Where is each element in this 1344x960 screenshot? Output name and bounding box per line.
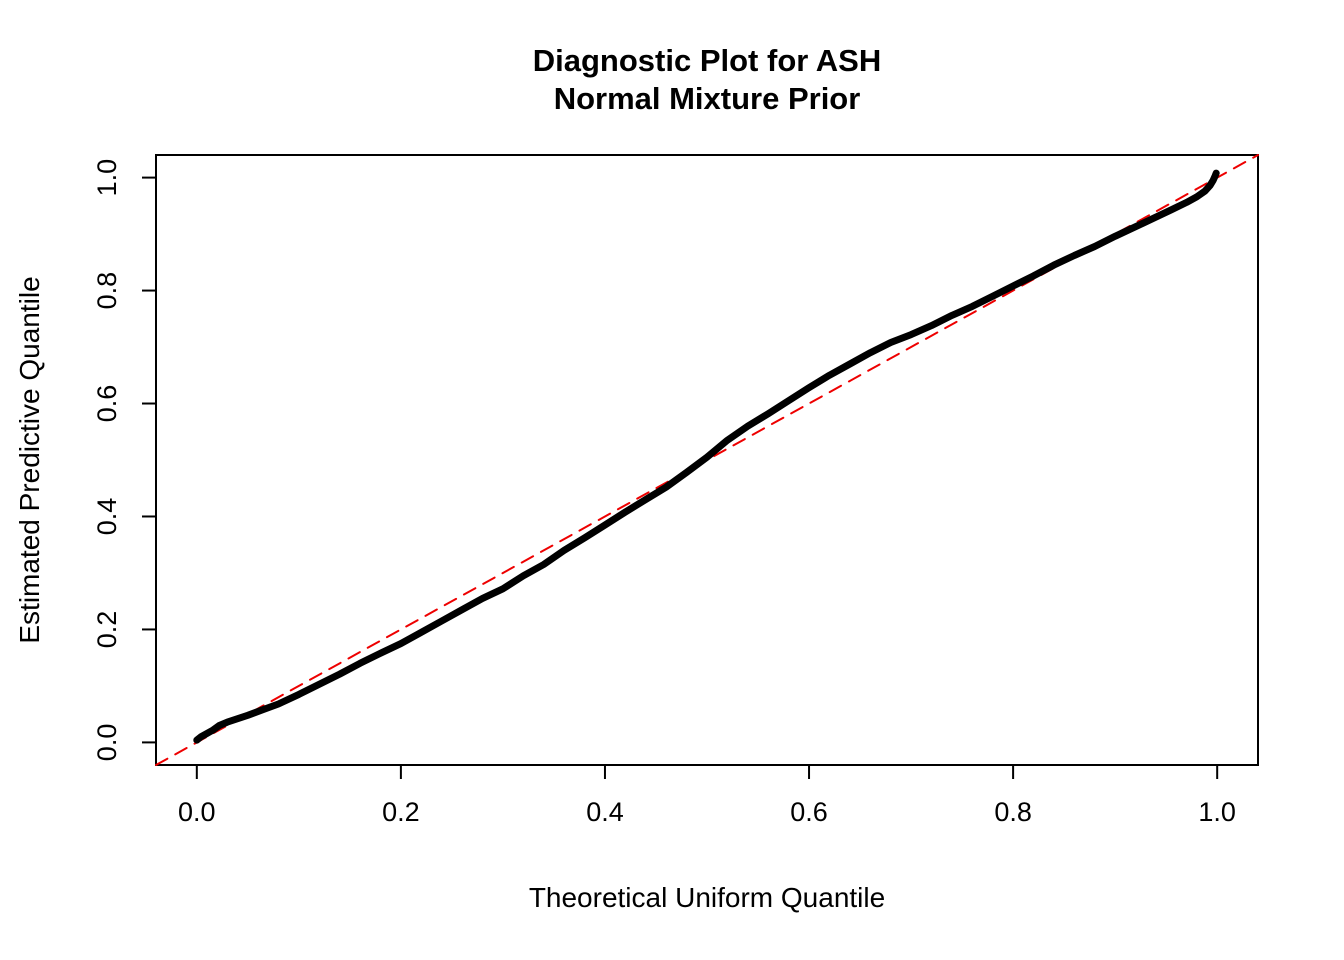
x-tick-label: 1.0 [1198, 797, 1236, 827]
x-tick-label: 0.2 [382, 797, 420, 827]
y-tick-label: 0.6 [92, 385, 122, 423]
y-tick-label: 0.2 [92, 611, 122, 649]
y-tick-label: 0.4 [92, 498, 122, 536]
y-tick-label: 1.0 [92, 159, 122, 197]
y-axis-title: Estimated Predictive Quantile [14, 276, 45, 644]
plot-border [155, 154, 1259, 766]
chart-title-line2: Normal Mixture Prior [553, 81, 861, 116]
x-axis-title: Theoretical Uniform Quantile [528, 882, 886, 913]
chart-title-line1: Diagnostic Plot for ASH [532, 43, 882, 78]
x-tick-label: 0.8 [994, 797, 1032, 827]
y-tick-label: 0.8 [92, 272, 122, 310]
chart-title: Diagnostic Plot for ASH Normal Mixture P… [156, 42, 1258, 118]
x-tick-label: 0.0 [178, 797, 216, 827]
x-tick-label: 0.6 [790, 797, 828, 827]
y-tick-label: 0.0 [92, 724, 122, 762]
x-tick-label: 0.4 [586, 797, 624, 827]
qq-curve [193, 169, 1220, 744]
